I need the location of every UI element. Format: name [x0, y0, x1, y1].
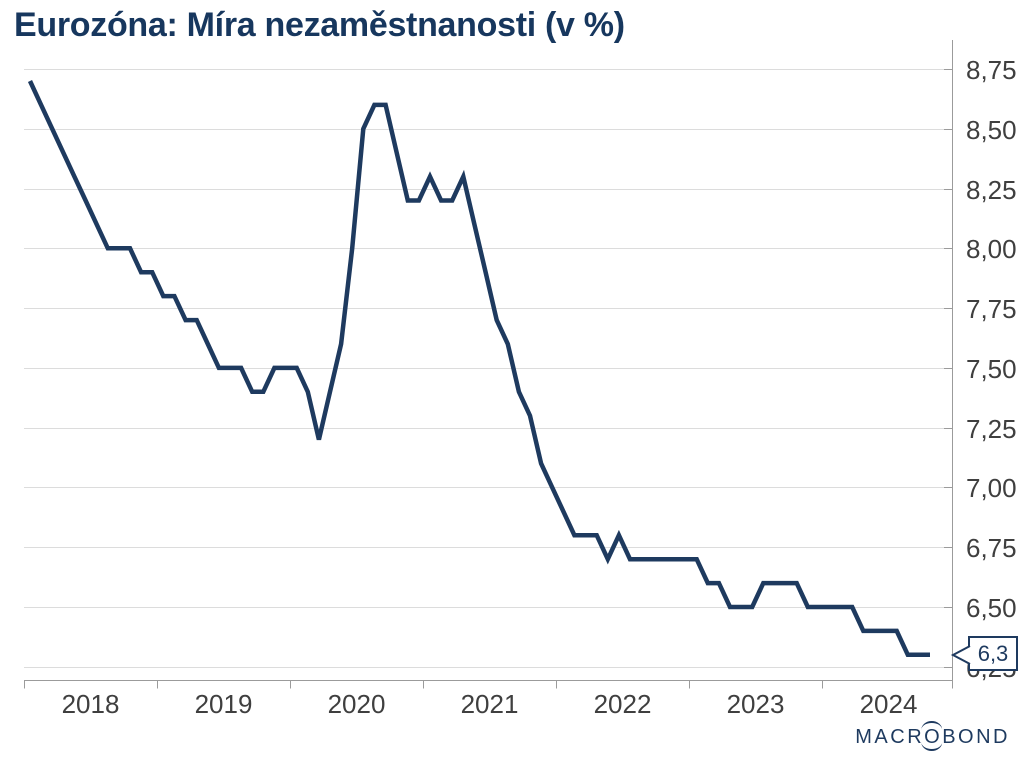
y-tick-label: 6,50: [966, 593, 1017, 623]
x-tick-label: 2021: [461, 689, 519, 719]
y-tick-label: 7,00: [966, 473, 1017, 503]
x-tick-label: 2022: [594, 689, 652, 719]
x-tick-label: 2023: [727, 689, 785, 719]
logo-orbit-top-icon: [921, 721, 943, 730]
y-tick-label: 8,50: [966, 115, 1017, 145]
y-tick-label: 7,25: [966, 414, 1017, 444]
y-tick-label: 6,75: [966, 533, 1017, 563]
x-tick-label: 2019: [195, 689, 253, 719]
last-value-label: 6,3: [977, 640, 1009, 666]
x-tick-label: 2020: [328, 689, 386, 719]
logo-orbit-bottom-icon: [921, 742, 943, 751]
y-tick-label: 8,75: [966, 55, 1017, 85]
unemployment-line: [27, 80, 930, 658]
y-tick-label: 8,25: [966, 175, 1017, 205]
y-tick-label: 7,75: [966, 294, 1017, 324]
macrobond-logo: MACR O BOND: [855, 721, 1010, 751]
x-tick-label: 2018: [62, 689, 120, 719]
callout-arrow-icon: [950, 645, 971, 665]
y-tick-label: 8,00: [966, 234, 1017, 264]
last-value-callout: 6,3: [968, 636, 1018, 671]
y-tick-label: 7,50: [966, 354, 1017, 384]
logo-o: O: [921, 721, 943, 751]
x-tick-label: 2024: [860, 689, 918, 719]
chart-title: Eurozóna: Míra nezaměstnanosti (v %): [14, 6, 625, 44]
logo-text-macr: MACR: [855, 726, 925, 748]
logo-text-bond: BOND: [942, 726, 1010, 748]
